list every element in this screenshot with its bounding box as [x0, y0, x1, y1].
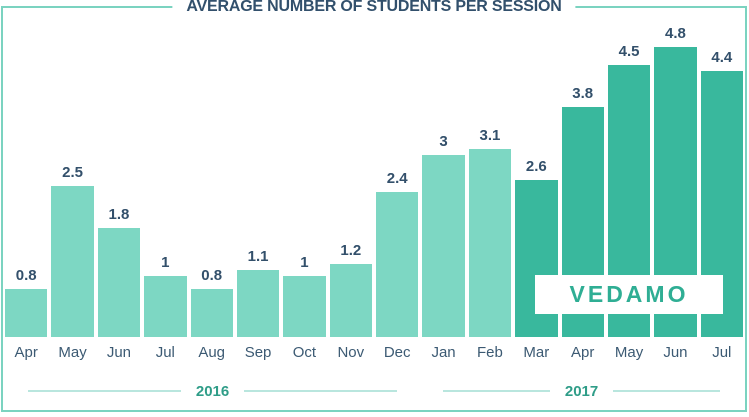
bar-column-nov-2016: 1.2 — [329, 242, 372, 337]
bar-apr-2016 — [5, 289, 48, 337]
bar-column-apr-2016: 0.8 — [5, 267, 48, 337]
bar-jan-2017 — [422, 155, 465, 337]
bar-jul-2016 — [144, 276, 187, 337]
year-line-right — [244, 390, 398, 392]
bar-nov-2016 — [329, 264, 372, 337]
months-row: Apr May Jun Jul Aug Sep Oct Nov Dec Jan Feb Mar Apr M… — [5, 337, 743, 364]
vedamo-logo: VEDAMO — [535, 275, 723, 314]
month-label-oct-2016: Oct — [292, 344, 317, 361]
month-label-dec-2016: Dec — [383, 344, 411, 361]
year-label-2017: 2017 — [564, 382, 599, 400]
bar-oct-2016 — [283, 276, 326, 337]
month-label-aug-2016: Aug — [198, 344, 226, 361]
bar-feb-2017 — [468, 149, 512, 337]
bar-value-label: 0.8 — [201, 267, 223, 284]
month-label-sep-2016: Sep — [244, 344, 272, 361]
bar-value-label: 1 — [161, 254, 170, 271]
bar-column-dec-2016: 2.4 — [376, 170, 419, 337]
bar-may-2016 — [51, 186, 94, 337]
year-group-2016: 2016 — [5, 382, 420, 400]
bar-column-may-2016: 2.5 — [51, 164, 94, 337]
bar-value-label: 3.1 — [479, 127, 501, 144]
bar-aug-2016 — [190, 289, 233, 337]
bar-value-label: 3.8 — [572, 85, 594, 102]
bar-column-oct-2016: 1 — [283, 254, 326, 337]
bar-value-label: 1.8 — [108, 206, 130, 223]
bar-column-jul-2016: 1 — [144, 254, 187, 337]
month-label-jun-2017: Jun — [663, 344, 688, 361]
month-label-may-2017: May — [614, 344, 644, 361]
bar-column-jun-2016: 1.8 — [97, 206, 141, 337]
year-line-left — [28, 390, 181, 392]
month-label-may-2016: May — [58, 344, 87, 361]
years-row: 2016 2017 — [5, 364, 743, 410]
month-label-feb-2017: Feb — [477, 344, 503, 361]
month-label-apr-2016: Apr — [14, 344, 38, 361]
bar-jun-2016 — [97, 228, 141, 337]
bar-value-label: 0.8 — [15, 267, 37, 284]
bar-value-label: 4.4 — [711, 49, 733, 66]
month-label-jul-2016: Jul — [155, 344, 175, 361]
bar-column-feb-2017: 3.1 — [468, 127, 512, 337]
bar-value-label: 4.5 — [618, 43, 640, 60]
year-group-2017: 2017 — [420, 382, 743, 400]
year-line-right — [613, 390, 720, 392]
bar-column-aug-2016: 0.8 — [190, 267, 233, 337]
bar-column-jan-2017: 3 — [422, 133, 465, 337]
bar-column-sep-2016: 1.1 — [236, 248, 280, 337]
chart-title: AVERAGE NUMBER OF STUDENTS PER SESSION — [172, 0, 576, 17]
year-label-2016: 2016 — [195, 382, 230, 400]
bar-value-label: 2.4 — [386, 170, 408, 187]
month-label-jun-2016: Jun — [106, 344, 132, 361]
bar-value-label: 2.5 — [62, 164, 83, 181]
month-label-jul-2017: Jul — [712, 344, 732, 361]
month-label-nov-2016: Nov — [337, 344, 365, 361]
month-label-apr-2017: Apr — [571, 344, 595, 361]
bar-value-label: 1 — [300, 254, 309, 271]
bar-sep-2016 — [236, 270, 280, 337]
bar-value-label: 4.8 — [665, 25, 686, 42]
bar-value-label: 3 — [439, 133, 448, 150]
bar-value-label: 1.2 — [340, 242, 362, 259]
month-label-jan-2017: Jan — [431, 344, 456, 361]
vedamo-logo-text: VEDAMO — [569, 281, 689, 307]
bar-value-label: 1.1 — [247, 248, 269, 265]
month-label-mar-2017: Mar — [523, 344, 550, 361]
bar-dec-2016 — [376, 192, 419, 337]
bar-value-label: 2.6 — [525, 158, 547, 175]
year-line-left — [443, 390, 550, 392]
